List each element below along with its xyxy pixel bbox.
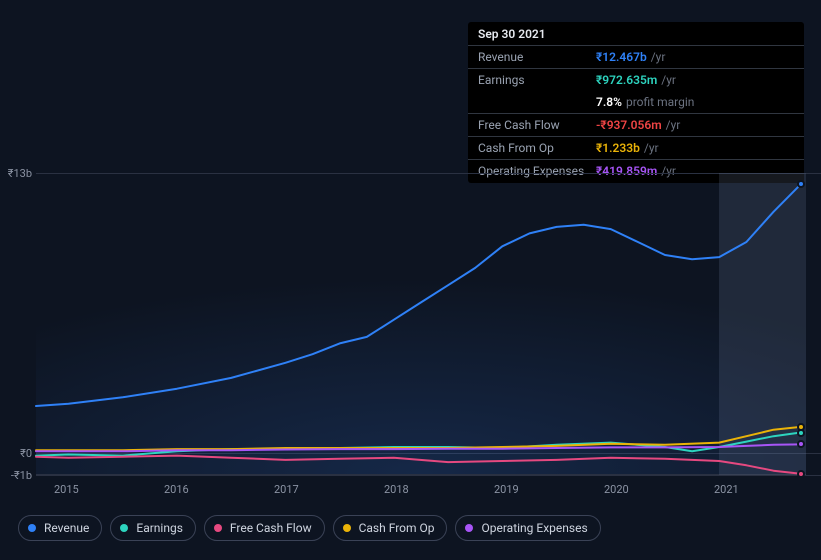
y-tick-label: -₹1b [4,469,32,482]
tooltip-value: ₹12.467b [596,50,647,64]
y-tick-label: ₹13b [4,167,32,180]
legend-dot-icon [28,524,36,532]
tooltip-value: 7.8% [596,95,622,109]
legend-label: Earnings [136,521,183,535]
legend-item[interactable]: Earnings [110,515,196,541]
legend-label: Free Cash Flow [230,521,312,535]
legend-dot-icon [343,524,351,532]
legend-item[interactable]: Free Cash Flow [204,515,325,541]
legend-label: Cash From Op [359,521,435,535]
series-end-marker [797,440,805,448]
tooltip-value: ₹972.635m [596,73,657,87]
financials-chart[interactable]: ₹13b₹0-₹1b 2015201620172018201920202021 [18,155,804,495]
tooltip-suffix: profit margin [626,95,694,109]
tooltip-suffix: /yr [666,118,681,132]
x-tick-label: 2016 [162,483,272,496]
tooltip-label: Earnings [478,73,596,87]
tooltip-suffix: /yr [651,50,666,64]
series-line [36,184,801,406]
legend-dot-icon [120,524,128,532]
tooltip-label: Free Cash Flow [478,118,596,132]
series-end-marker [797,423,805,431]
series-end-marker [797,180,805,188]
x-tick-label: 2021 [712,483,821,496]
legend-item[interactable]: Revenue [18,515,102,541]
legend-item[interactable]: Cash From Op [333,515,448,541]
tooltip-row: 7.8% profit margin [468,91,804,113]
legend-dot-icon [465,524,473,532]
legend-dot-icon [214,524,222,532]
series-line [36,456,801,474]
series-end-marker [797,470,805,478]
tooltip-row: Earnings₹972.635m/yr [468,68,804,91]
y-tick-label: ₹0 [4,447,32,460]
x-tick-label: 2018 [382,483,492,496]
x-tick-label: 2019 [492,483,602,496]
tooltip-value: ₹1.233b [596,141,640,155]
gridline [36,475,821,476]
tooltip-label: Revenue [478,50,596,64]
legend-label: Operating Expenses [481,521,587,535]
x-tick-label: 2017 [272,483,382,496]
tooltip-row: Revenue₹12.467b/yr [468,45,804,68]
legend-item[interactable]: Operating Expenses [455,515,600,541]
tooltip-row: Free Cash Flow-₹937.056m/yr [468,113,804,136]
plot-area[interactable] [36,173,806,475]
tooltip-value: -₹937.056m [596,118,662,132]
tooltip-suffix: /yr [644,141,659,155]
tooltip-suffix: /yr [661,73,676,87]
tooltip-label: Cash From Op [478,141,596,155]
x-tick-label: 2020 [602,483,712,496]
legend-label: Revenue [44,521,89,535]
tooltip-date: Sep 30 2021 [468,23,804,45]
tooltip-label [478,95,596,109]
x-axis-labels: 2015201620172018201920202021 [52,483,821,496]
chart-lines [36,173,806,475]
legend: Revenue Earnings Free Cash Flow Cash From O… [18,515,601,541]
x-tick-label: 2015 [52,483,162,496]
